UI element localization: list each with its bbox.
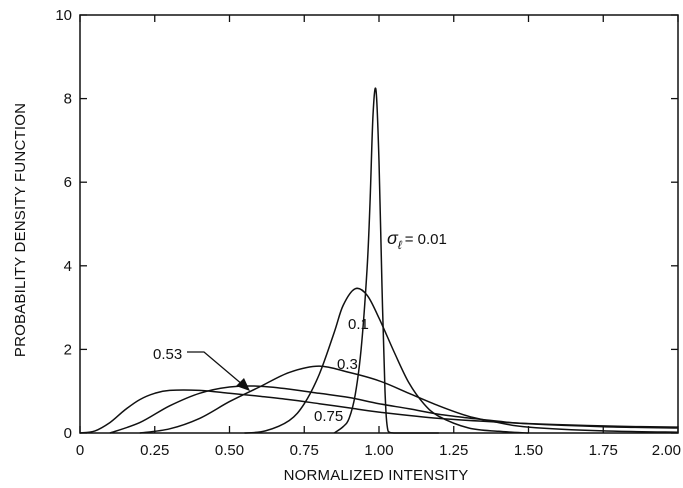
curve-annotations: σℓ = 0.01 0.1 0.3 0.53 0.75 [153,228,447,425]
annotation-03: 0.3 [337,356,358,373]
curve-sigma-0-1 [244,287,529,434]
y-axis-title: PROBABILITY DENSITY FUNCTION [12,103,29,357]
series-group [79,87,679,434]
y-tick-label: 10 [55,7,72,24]
plot-area-border [79,14,679,434]
sigma-symbol: σ [387,228,399,248]
curve-sigma-0-75 [79,389,679,434]
curve-sigma-0-01 [333,87,439,434]
y-axis: 0 2 4 6 8 10 [55,7,678,442]
annotation-075: 0.75 [314,408,343,425]
y-tick-label: 6 [64,174,72,191]
x-axis: 0 0.25 0.50 0.75 1.00 1.25 1.50 1.75 2.00 [76,15,681,459]
x-tick-label: 1.75 [589,442,618,459]
x-tick-label: 0 [76,442,84,459]
x-tick-label: 0.25 [140,442,169,459]
annotation-053-arrowhead [236,378,250,391]
sigma-subscript: ℓ [398,238,403,252]
x-tick-label: 0.50 [215,442,244,459]
x-tick-label: 0.75 [290,442,319,459]
annotation-01: 0.1 [348,316,369,333]
annotation-053-leader [187,351,244,386]
x-tick-label: 1.50 [514,442,543,459]
curve-sigma-0-3 [139,365,679,434]
x-tick-label: 2.00 [652,442,681,459]
x-tick-label: 1.00 [364,442,393,459]
annotation-sigma-001: σℓ = 0.01 [387,228,447,252]
plot-frame [79,14,679,434]
sigma-value: = 0.01 [405,231,447,248]
y-tick-label: 2 [64,341,72,358]
annotation-053: 0.53 [153,346,182,363]
y-tick-label: 8 [64,91,72,108]
y-tick-label: 0 [64,425,72,442]
x-tick-label: 1.25 [439,442,468,459]
x-axis-title: NORMALIZED INTENSITY [284,467,469,484]
y-tick-label: 4 [64,258,72,275]
